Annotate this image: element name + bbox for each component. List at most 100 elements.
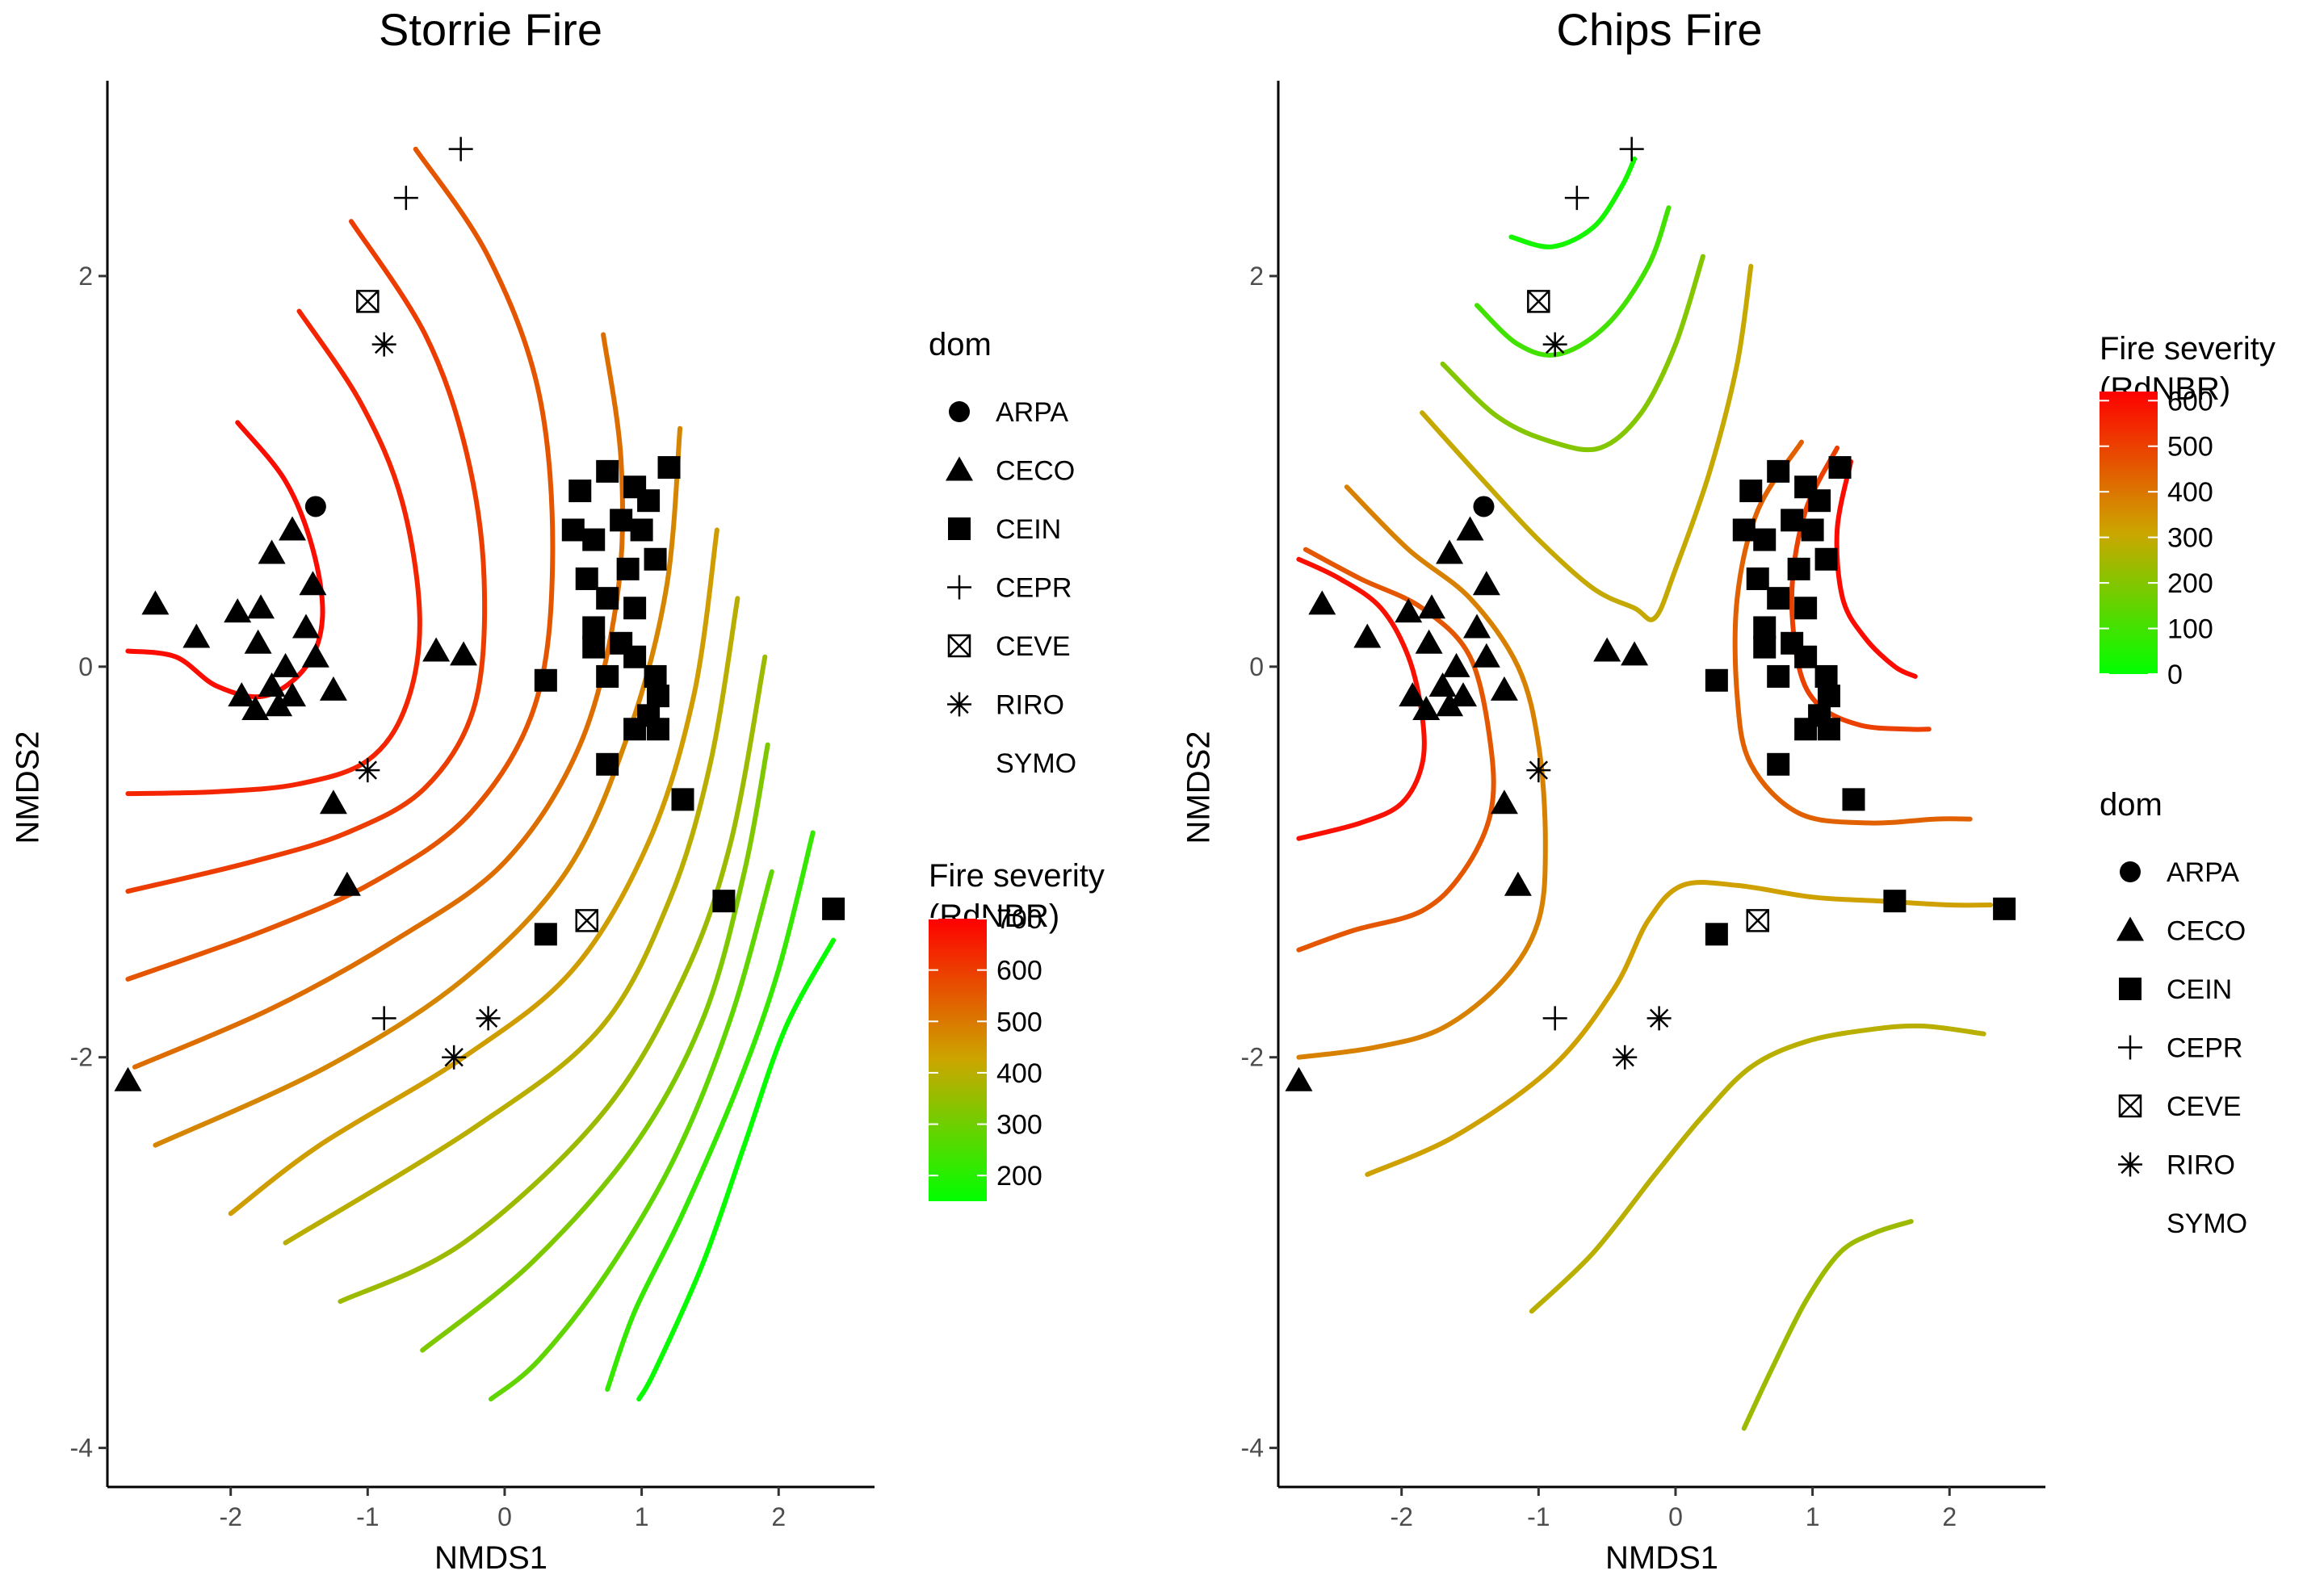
storrie-y-tick-label: 0 xyxy=(78,652,93,681)
chips-point-cein xyxy=(1883,890,1907,913)
storrie-legend-label-riro: RIRO xyxy=(996,690,1064,721)
chips-point-cein xyxy=(1993,897,2016,920)
chips-contour-line xyxy=(1475,205,1672,358)
storrie-point-cepr xyxy=(448,136,473,161)
storrie-point-cein xyxy=(596,752,619,776)
chips-point-riro xyxy=(1542,332,1567,357)
chips-legend-key-ceve xyxy=(2118,1094,2142,1118)
storrie-point-cein xyxy=(822,897,845,920)
chips-point-cein xyxy=(1787,557,1810,580)
chips-point-cein xyxy=(1794,597,1818,620)
chips-point-cein xyxy=(1814,664,1838,688)
storrie-x-tick-label: 0 xyxy=(497,1502,512,1531)
storrie-y-tick-label: -4 xyxy=(70,1434,93,1463)
storrie-contour-line xyxy=(125,308,422,797)
chips-point-ceco xyxy=(1490,790,1518,815)
storrie-point-ceco xyxy=(319,790,347,815)
chips-point-ceco xyxy=(1621,641,1649,666)
storrie-colorbar-label: 200 xyxy=(996,1161,1042,1192)
chips-contour-line xyxy=(1440,253,1705,453)
storrie-point-ceco xyxy=(182,623,211,648)
chips-legend-key-cein xyxy=(2119,978,2142,1000)
storrie-legend-key-cein xyxy=(948,517,971,540)
storrie-point-ceco xyxy=(258,672,286,697)
storrie-legend-label-ceve: CEVE xyxy=(996,631,1071,662)
storrie-legend-label-cepr: CEPR xyxy=(996,573,1072,604)
storrie-legend-key-riro xyxy=(947,692,971,717)
storrie-colorbar-label: 400 xyxy=(996,1058,1042,1089)
chips-y-tick-label: 2 xyxy=(1249,262,1264,291)
storrie-point-ceco xyxy=(333,871,361,896)
storrie-y-tick-label: -2 xyxy=(70,1043,93,1072)
storrie-point-ceco xyxy=(279,682,307,707)
storrie-point-ceco xyxy=(228,682,256,707)
storrie-contour-line xyxy=(420,742,770,1353)
storrie-point-riro xyxy=(442,1045,467,1070)
chips-contour-line xyxy=(1420,263,1754,622)
storrie-contour-line xyxy=(605,830,816,1392)
storrie-point-ceco xyxy=(299,571,327,596)
chips-colorbar xyxy=(2100,392,2158,674)
storrie-contour-line xyxy=(125,219,488,894)
storrie-point-cein xyxy=(568,480,592,503)
storrie-point-ceco xyxy=(265,692,293,717)
storrie-point-cein xyxy=(596,459,619,483)
chips-point-cein xyxy=(1817,685,1840,708)
chips-contour-line xyxy=(1741,1219,1914,1431)
storrie-point-cein xyxy=(610,509,633,532)
chips-colorbar-label: 500 xyxy=(2167,432,2213,463)
storrie-colorbar-label: 700 xyxy=(996,904,1042,935)
storrie-point-cein xyxy=(534,668,557,692)
storrie-point-ceco xyxy=(319,676,347,701)
storrie-point-riro xyxy=(476,1006,501,1031)
chips-legend-key-riro xyxy=(2118,1152,2142,1177)
storrie-contour-line xyxy=(125,420,325,700)
chips-colorbar-label: 100 xyxy=(2167,614,2213,645)
storrie-legend-key-arpa xyxy=(949,401,970,422)
chips-x-tick-label: 1 xyxy=(1806,1502,1820,1531)
storrie-colorbar-label: 300 xyxy=(996,1110,1042,1141)
chips-point-ceco xyxy=(1285,1066,1313,1091)
storrie-point-cein xyxy=(671,788,694,811)
storrie-point-cein xyxy=(646,685,669,708)
chips-point-ceve xyxy=(1746,909,1769,932)
storrie-point-ceco xyxy=(244,629,272,654)
chips-colorbar-label: 300 xyxy=(2167,523,2213,554)
storrie-point-ceco xyxy=(271,652,300,677)
storrie-title: Storrie Fire xyxy=(379,4,602,55)
chips-legend-label-arpa: ARPA xyxy=(2167,857,2239,888)
chips-point-ceco xyxy=(1442,652,1470,677)
chips-contour-line xyxy=(1296,484,1548,1060)
chips-point-cein xyxy=(1732,518,1756,542)
chips-contour-line xyxy=(1508,156,1638,249)
chips-x-tick-label: 0 xyxy=(1668,1502,1683,1531)
chips-point-ceco xyxy=(1456,516,1484,541)
chips-point-cein xyxy=(1739,480,1763,503)
chips-point-ceco xyxy=(1593,637,1621,662)
chips-point-ceco xyxy=(1436,539,1464,564)
storrie-point-cein xyxy=(623,645,647,668)
chips-point-ceco xyxy=(1472,643,1500,668)
storrie-legend-label-symo: SYMO xyxy=(996,748,1076,779)
storrie-point-cein xyxy=(582,616,606,639)
storrie-contour-line xyxy=(125,146,556,982)
chips-point-cepr xyxy=(1564,186,1589,211)
storrie-point-cein xyxy=(646,718,669,741)
chips-point-ceco xyxy=(1399,682,1427,707)
storrie-color-legend-title: Fire severity xyxy=(929,858,1105,894)
chips-colorbar-label: 200 xyxy=(2167,568,2213,599)
chips-x-tick-label: -1 xyxy=(1527,1502,1550,1531)
storrie-shape-legend-title: dom xyxy=(929,327,992,362)
chips-point-cein xyxy=(1753,616,1777,639)
storrie-point-cein xyxy=(534,923,557,946)
storrie-point-ceco xyxy=(247,594,275,619)
storrie-point-ceco xyxy=(450,641,478,666)
chips-color-legend-title: Fire severity xyxy=(2100,331,2276,366)
storrie-point-ceco xyxy=(292,614,320,639)
chips-point-cein xyxy=(1814,547,1838,571)
chips-contour-line xyxy=(1296,547,1496,953)
storrie-point-riro xyxy=(371,332,396,357)
storrie-legend-label-cein: CEIN xyxy=(996,514,1061,545)
storrie-point-riro xyxy=(355,758,380,783)
storrie-x-axis-title: NMDS1 xyxy=(434,1540,548,1576)
